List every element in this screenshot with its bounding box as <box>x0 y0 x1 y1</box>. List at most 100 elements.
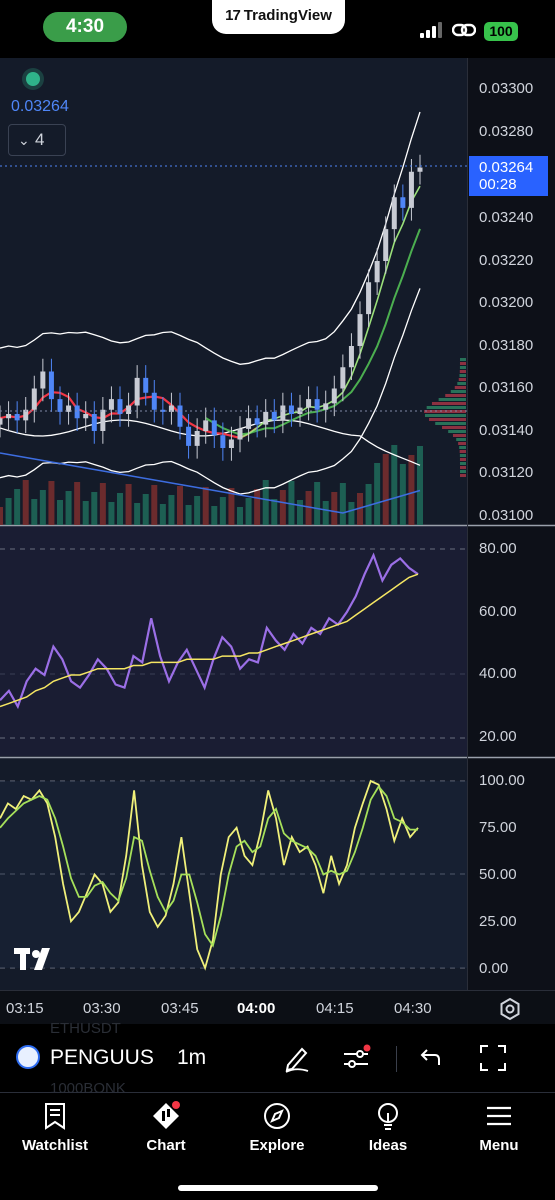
volume-bar <box>339 483 346 525</box>
symbol-name[interactable]: PENGUUS <box>50 1046 154 1069</box>
volume-bar <box>74 482 81 525</box>
candle-body <box>383 229 389 261</box>
price-tag-value: 0.03264 <box>479 159 534 176</box>
price-axis-label: 0.03300 <box>479 80 534 97</box>
volume-profile-bar <box>438 398 466 401</box>
volume-bar <box>125 484 132 525</box>
volume-bar <box>357 493 363 525</box>
volume-bar <box>391 445 398 525</box>
volume-profile-bar <box>448 430 466 433</box>
hamburger-menu-icon <box>487 1106 511 1126</box>
tab-menu[interactable]: Menu <box>449 1101 549 1154</box>
candle-body <box>340 367 346 389</box>
volume-profile-bar <box>435 422 466 425</box>
tab-label: Watchlist <box>21 1137 89 1154</box>
chart-canvas[interactable] <box>0 58 555 990</box>
bottom-tab-bar: Watchlist Chart Explore Ideas <box>0 1092 555 1200</box>
chevron-down-icon: ⌄ <box>18 132 30 148</box>
price-axis-label: 0.03200 <box>479 294 534 311</box>
volume-bar <box>134 503 141 525</box>
volume-bar <box>117 493 123 525</box>
candle-body <box>168 405 174 412</box>
drawing-tools-icon[interactable] <box>282 1043 312 1073</box>
candle-body <box>220 435 226 448</box>
candle-body <box>331 388 337 404</box>
volume-bar <box>39 490 46 525</box>
volume-bar <box>348 502 355 525</box>
volume-profile-bar <box>442 426 466 429</box>
candle-body <box>323 403 329 410</box>
price-axis-panel <box>467 58 555 990</box>
volume-bar <box>31 499 38 525</box>
volume-bar <box>374 463 381 525</box>
cellular-signal-icon <box>420 22 442 38</box>
app-banner[interactable]: 17 TradingView <box>212 0 345 34</box>
price-axis-label: 0.03240 <box>479 209 534 226</box>
toolbar-divider <box>396 1046 397 1072</box>
volume-bar <box>91 492 98 525</box>
volume-bar <box>408 455 415 525</box>
candle-body <box>263 411 269 425</box>
volume-bar <box>305 491 312 525</box>
volume-profile-bar <box>429 418 466 421</box>
watchlist-icon <box>45 1103 65 1130</box>
volume-bar <box>159 504 166 525</box>
candle-body <box>314 399 320 410</box>
collapse-indicators-button[interactable]: ⌄ 4 <box>8 124 66 156</box>
candle-body <box>400 197 406 208</box>
volume-bar <box>142 494 149 525</box>
indicators-icon[interactable] <box>341 1043 371 1073</box>
fullscreen-icon[interactable] <box>478 1043 508 1073</box>
candle-body <box>246 418 252 429</box>
status-time[interactable]: 4:30 <box>43 12 127 42</box>
tab-ideas[interactable]: Ideas <box>338 1101 438 1154</box>
tab-explore[interactable]: Explore <box>227 1101 327 1154</box>
symbol-avatar[interactable] <box>16 1045 40 1069</box>
volume-profile <box>424 358 466 477</box>
tab-chart[interactable]: Chart <box>116 1101 216 1154</box>
candle-body <box>271 411 277 421</box>
candle-body <box>100 409 106 431</box>
stoch-axis-label: 75.00 <box>479 819 517 836</box>
candle-body <box>288 405 294 414</box>
volume-profile-bar <box>458 442 466 445</box>
rsi-line <box>0 552 419 710</box>
volume-profile-bar <box>445 394 466 397</box>
chart-toolbar <box>0 1024 555 1092</box>
volume-bar <box>177 486 183 525</box>
volume-bar <box>254 489 261 525</box>
interval-selector[interactable]: 1m <box>177 1046 207 1069</box>
candle-body <box>160 409 166 412</box>
candle-body <box>23 409 29 421</box>
tab-label: Chart <box>146 1137 186 1154</box>
time-axis-label: 03:45 <box>161 1000 199 1017</box>
undo-icon[interactable] <box>415 1043 445 1073</box>
candle-body <box>366 282 372 315</box>
candle-body <box>348 346 354 368</box>
volume-profile-bar <box>459 474 466 477</box>
volume-profile-bar <box>459 466 466 469</box>
indicator-count: 4 <box>35 130 45 149</box>
time-axis-label: 04:00 <box>237 1000 276 1017</box>
candle-body <box>194 431 200 446</box>
candle-body <box>0 418 3 425</box>
candle-body <box>254 418 260 425</box>
time-axis[interactable]: 03:15 03:30 03:45 04:00 04:15 04:30 <box>0 990 555 1024</box>
rsi-axis-label: 20.00 <box>479 728 517 745</box>
volume-profile-bar <box>459 450 466 453</box>
battery-indicator: 100 <box>484 22 518 41</box>
volume-profile-bar <box>459 462 466 465</box>
volume-bar <box>185 505 192 525</box>
chart-area[interactable]: 0.03264 ⌄ 4 0.03300 0.03280 0.03240 0.03… <box>0 58 555 990</box>
stoch-axis-label: 50.00 <box>479 866 517 883</box>
chart-settings-icon[interactable] <box>498 997 522 1021</box>
price-axis-label: 0.03180 <box>479 337 534 354</box>
candle-body <box>280 405 286 421</box>
candle-body <box>126 405 132 414</box>
time-axis-label: 03:30 <box>83 1000 121 1017</box>
current-price-tag: 0.03264 00:28 <box>469 156 548 196</box>
time-axis-label: 04:30 <box>394 1000 432 1017</box>
volume-bar <box>14 489 21 525</box>
volume-bar <box>237 507 243 525</box>
tab-watchlist[interactable]: Watchlist <box>5 1101 105 1154</box>
